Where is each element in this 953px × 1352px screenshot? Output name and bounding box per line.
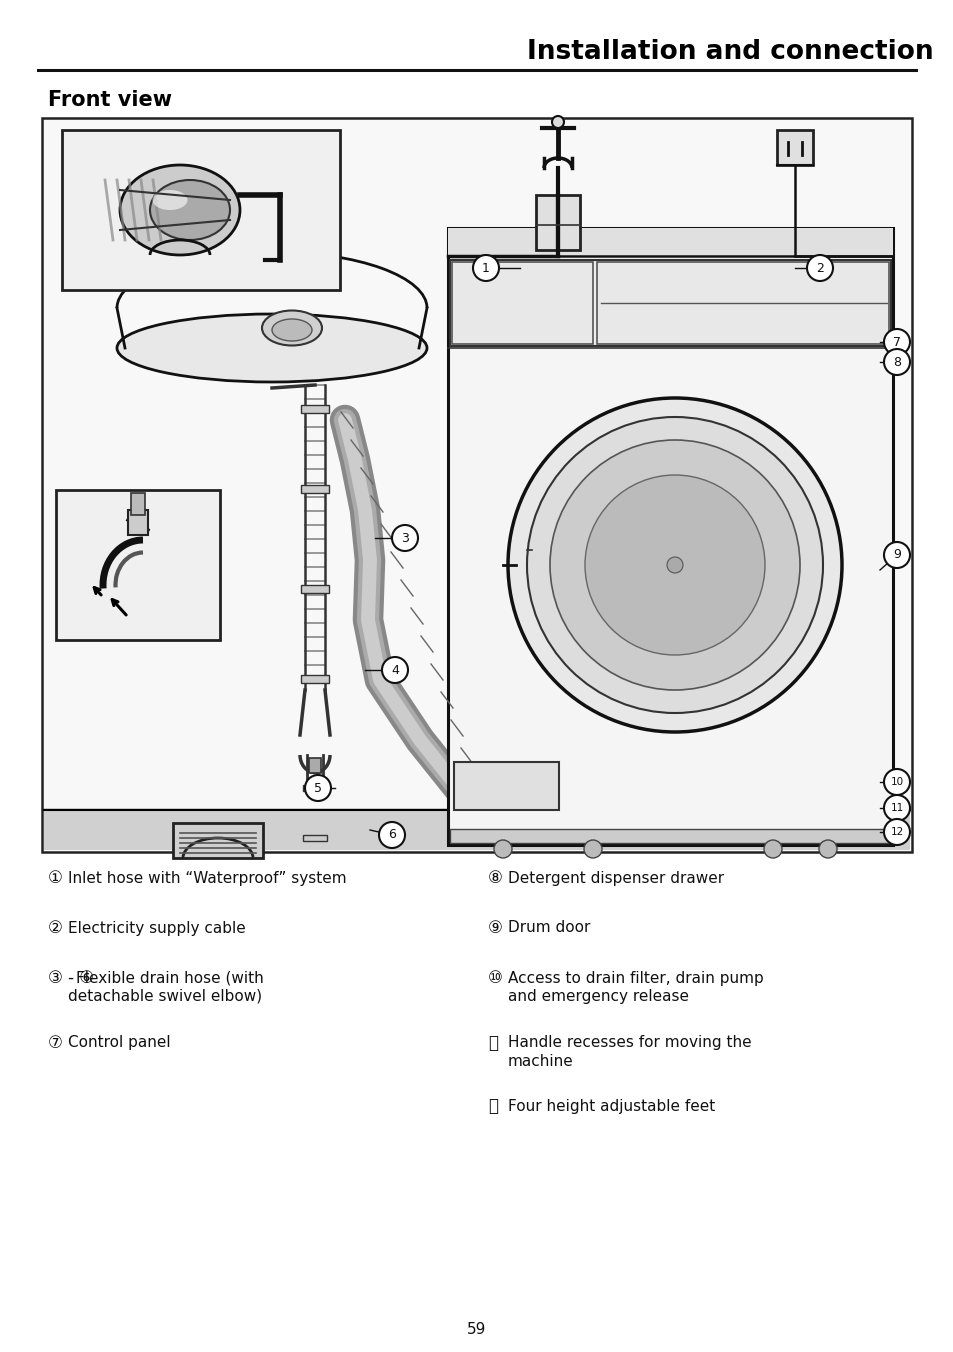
Circle shape (806, 256, 832, 281)
Bar (301, 675, 329, 683)
Circle shape (378, 822, 405, 848)
Text: Installation and connection: Installation and connection (526, 39, 932, 65)
Bar (452, 262, 593, 343)
Circle shape (583, 840, 601, 859)
Circle shape (526, 416, 822, 713)
Bar (536, 195, 579, 250)
Bar (128, 510, 148, 535)
Circle shape (473, 256, 498, 281)
Bar (309, 758, 320, 773)
Text: machine: machine (507, 1053, 573, 1068)
Text: ⑪: ⑪ (488, 1034, 497, 1052)
Circle shape (818, 840, 836, 859)
Text: Inlet hose with “Waterproof” system: Inlet hose with “Waterproof” system (68, 871, 346, 886)
Text: 8: 8 (892, 356, 900, 369)
Text: Detergent dispenser drawer: Detergent dispenser drawer (507, 871, 723, 886)
Circle shape (507, 397, 841, 731)
Circle shape (550, 439, 800, 690)
Circle shape (552, 116, 563, 128)
Ellipse shape (262, 311, 322, 346)
Bar (450, 260, 890, 346)
Bar (172, 823, 263, 859)
Text: 59: 59 (467, 1322, 486, 1337)
Bar (303, 836, 327, 841)
Text: 10: 10 (889, 777, 902, 787)
Text: and emergency release: and emergency release (507, 988, 688, 1003)
Text: ⑫: ⑫ (488, 1096, 497, 1115)
Text: 7: 7 (892, 335, 900, 349)
Text: 11: 11 (889, 803, 902, 813)
Text: Drum door: Drum door (507, 921, 590, 936)
Bar (301, 585, 329, 594)
Text: Front view: Front view (48, 91, 172, 110)
Text: 6: 6 (388, 829, 395, 841)
Text: 3: 3 (400, 531, 409, 545)
Text: 4: 4 (391, 664, 398, 676)
Text: Flexible drain hose (with: Flexible drain hose (with (76, 971, 263, 986)
Bar (301, 406, 329, 412)
Text: detachable swivel elbow): detachable swivel elbow) (68, 988, 262, 1003)
Text: Electricity supply cable: Electricity supply cable (68, 921, 246, 936)
Circle shape (883, 542, 909, 568)
Circle shape (883, 349, 909, 375)
Ellipse shape (152, 191, 188, 210)
Circle shape (381, 657, 408, 683)
Text: Access to drain filter, drain pump: Access to drain filter, drain pump (507, 971, 763, 986)
Bar (303, 786, 327, 791)
Ellipse shape (272, 319, 312, 341)
Text: 1: 1 (481, 261, 490, 274)
Bar (301, 485, 329, 493)
Bar (597, 262, 888, 343)
Text: ⑩: ⑩ (488, 969, 502, 987)
Text: ②: ② (48, 919, 63, 937)
Text: 12: 12 (889, 827, 902, 837)
Circle shape (883, 769, 909, 795)
Ellipse shape (120, 165, 240, 256)
Circle shape (392, 525, 417, 552)
Circle shape (666, 557, 682, 573)
Bar (448, 228, 892, 256)
Circle shape (883, 819, 909, 845)
Text: Handle recesses for moving the: Handle recesses for moving the (507, 1036, 751, 1051)
Bar (62, 130, 339, 289)
Text: ③ - ⑥: ③ - ⑥ (48, 969, 94, 987)
Text: ⑦: ⑦ (48, 1034, 63, 1052)
Bar (131, 493, 145, 515)
Circle shape (494, 840, 512, 859)
Circle shape (883, 329, 909, 356)
Ellipse shape (117, 314, 427, 383)
Circle shape (763, 840, 781, 859)
Text: Control panel: Control panel (68, 1036, 171, 1051)
Text: ⑧: ⑧ (488, 869, 502, 887)
Text: ①: ① (48, 869, 63, 887)
Bar (56, 489, 220, 639)
Bar (776, 130, 812, 165)
Circle shape (305, 775, 331, 800)
Bar (450, 829, 890, 844)
Bar (448, 228, 892, 845)
Text: ⑨: ⑨ (488, 919, 502, 937)
Text: 9: 9 (892, 549, 900, 561)
Text: 2: 2 (815, 261, 823, 274)
Bar (44, 808, 909, 850)
Bar (454, 763, 558, 810)
Text: Four height adjustable feet: Four height adjustable feet (507, 1098, 715, 1114)
Bar (42, 118, 911, 852)
Ellipse shape (150, 180, 230, 241)
Circle shape (883, 795, 909, 821)
Text: 5: 5 (314, 781, 322, 795)
Circle shape (584, 475, 764, 654)
